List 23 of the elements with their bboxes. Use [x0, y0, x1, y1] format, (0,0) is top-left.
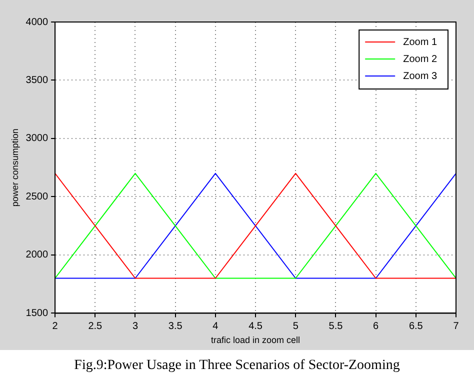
- x-tick-label: 3.5: [168, 320, 183, 332]
- x-tick-label: 7: [453, 320, 460, 332]
- x-tick-label: 4: [212, 320, 219, 332]
- y-tick-label: 3500: [26, 74, 48, 86]
- y-tick-label: 1500: [26, 308, 48, 319]
- legend-label: Zoom 2: [403, 54, 438, 65]
- x-tick-label: 6: [373, 320, 380, 332]
- x-axis-title: trafic load in zoom cell: [211, 335, 300, 346]
- x-tick-label: 6.5: [408, 320, 424, 332]
- x-tick-label: 3: [132, 320, 138, 332]
- caption: Fig.9:Power Usage in Three Scenarios of Sector-Zooming: [73, 358, 401, 374]
- y-tick-label: 2000: [26, 250, 48, 261]
- x-tick-label: 5.5: [328, 320, 344, 332]
- legend-label: Zoom 3: [403, 70, 438, 82]
- x-tick-label: 5: [292, 320, 299, 332]
- x-tick-label: 4.5: [248, 320, 263, 332]
- legend-label: Zoom 1: [403, 36, 438, 48]
- x-tick-label: 2: [52, 320, 58, 332]
- y-tick-label: 2500: [26, 191, 48, 202]
- y-tick-label: 3000: [26, 133, 48, 144]
- y-axis-title: power consumption: [10, 128, 20, 207]
- y-tick-label: 4000: [26, 16, 48, 28]
- x-tick-label: 2.5: [88, 320, 103, 332]
